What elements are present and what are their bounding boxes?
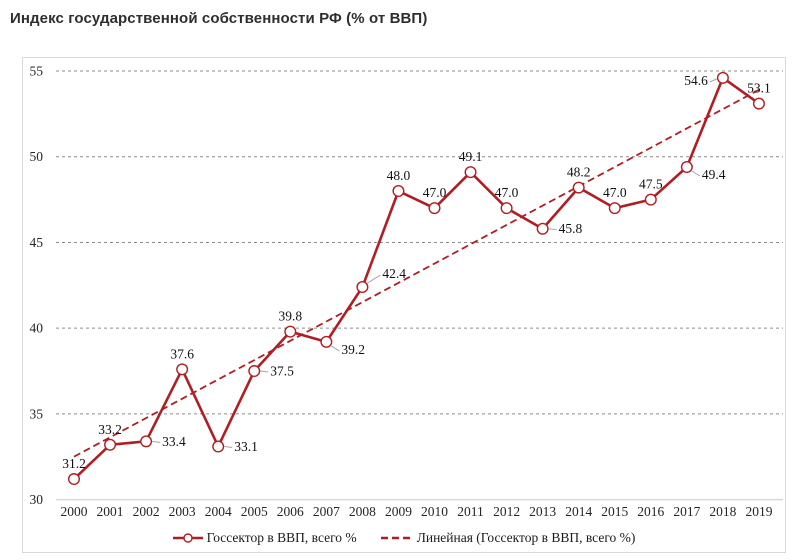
legend-line-circle-marker — [172, 533, 203, 543]
data-point-marker — [572, 181, 585, 194]
data-label: 49.1 — [459, 149, 483, 164]
data-label: 37.6 — [170, 346, 194, 361]
data-label-leader — [152, 440, 161, 443]
data-point-marker — [248, 365, 261, 378]
x-tick-label: 2007 — [313, 504, 340, 518]
data-label: 48.2 — [567, 165, 591, 180]
x-tick-label: 2006 — [277, 504, 304, 518]
x-tick-label: 2008 — [349, 504, 376, 518]
x-tick-label: 2004 — [205, 504, 232, 518]
y-tick-label: 35 — [30, 406, 44, 421]
data-label: 47.5 — [639, 177, 663, 192]
data-point-marker — [680, 161, 693, 174]
chart-plot-area: 30 35 40 45 50 55 2000 2001 2002 2003 2004 2005 2006… — [30, 64, 783, 518]
x-tick-label: 2017 — [673, 504, 700, 518]
data-label-leader — [709, 78, 718, 83]
x-tick-label: 2016 — [637, 504, 664, 518]
x-tick-label: 2014 — [565, 504, 592, 518]
data-label: 54.6 — [684, 73, 708, 88]
x-tick-label: 2011 — [457, 504, 484, 518]
data-point-marker — [140, 435, 153, 448]
data-point-marker — [536, 222, 549, 235]
chart-container: 30 35 40 45 50 55 2000 2001 2002 2003 2004 2005 2006… — [22, 57, 786, 553]
data-label-leader — [691, 170, 701, 177]
legend-dashed-marker — [380, 536, 413, 540]
data-point-marker — [356, 281, 369, 294]
legend-series-label: Госсектор в ВВП, всего % — [206, 530, 357, 545]
data-label-leader — [260, 370, 269, 373]
x-tick-label: 2012 — [493, 504, 520, 518]
data-label: 33.2 — [98, 422, 122, 437]
x-tick-label: 2019 — [745, 504, 772, 518]
data-label: 49.4 — [702, 167, 726, 182]
data-label: 48.0 — [387, 168, 411, 183]
data-label: 39.2 — [341, 342, 365, 357]
page-title: Индекс государственной собственности РФ … — [10, 10, 428, 27]
x-tick-label: 2010 — [421, 504, 448, 518]
data-label-leader — [331, 345, 340, 352]
x-tick-label: 2015 — [601, 504, 628, 518]
legend-item-series: Госсектор в ВВП, всего % — [172, 530, 357, 546]
x-tick-label: 2002 — [133, 504, 160, 518]
data-label: 39.8 — [278, 309, 302, 324]
x-tick-label: 2018 — [709, 504, 736, 518]
data-label: 42.4 — [382, 266, 406, 281]
data-label: 33.4 — [162, 434, 186, 449]
data-label: 47.0 — [423, 185, 447, 200]
data-point-marker — [464, 166, 477, 179]
x-tick-label: 2009 — [385, 504, 412, 518]
data-point-marker — [284, 325, 297, 338]
chart-legend: Госсектор в ВВП, всего % Линейная (Госсе… — [23, 530, 785, 546]
x-tick-label: 2000 — [61, 504, 88, 518]
data-label: 47.0 — [603, 185, 627, 200]
data-label: 53.1 — [747, 81, 771, 96]
x-tick-label: 2003 — [169, 504, 196, 518]
y-tick-label: 45 — [30, 235, 44, 250]
data-label: 45.8 — [559, 221, 583, 236]
data-point-marker — [392, 185, 405, 198]
x-tick-label: 2013 — [529, 504, 556, 518]
y-tick-label: 55 — [30, 64, 44, 79]
data-point-marker — [608, 202, 621, 215]
x-tick-label: 2001 — [97, 504, 124, 518]
data-label-leader — [224, 445, 233, 448]
data-label: 31.2 — [62, 456, 86, 471]
data-point-marker — [428, 202, 441, 215]
data-point-marker — [752, 97, 765, 110]
data-point-marker — [320, 335, 333, 348]
data-point-marker — [212, 440, 225, 453]
data-label-leader — [367, 274, 381, 284]
y-tick-label: 30 — [30, 492, 44, 507]
data-point-marker — [500, 202, 513, 215]
data-point-marker — [104, 438, 117, 451]
y-tick-label: 50 — [30, 149, 44, 164]
data-label: 47.0 — [495, 185, 519, 200]
legend-item-trend: Линейная (Госсектор в ВВП, всего %) — [380, 530, 636, 546]
data-label-leader — [548, 228, 557, 231]
data-point-marker — [716, 71, 729, 84]
data-point-marker — [644, 193, 657, 206]
x-tick-label: 2005 — [241, 504, 268, 518]
legend-trend-label: Линейная (Госсектор в ВВП, всего %) — [416, 530, 636, 545]
series-line — [73, 76, 760, 480]
trendline — [73, 88, 760, 458]
data-point-marker — [176, 363, 189, 376]
data-label: 33.1 — [234, 439, 258, 454]
data-point-marker — [68, 473, 81, 486]
data-label: 37.5 — [270, 364, 294, 379]
y-tick-label: 40 — [30, 321, 44, 336]
